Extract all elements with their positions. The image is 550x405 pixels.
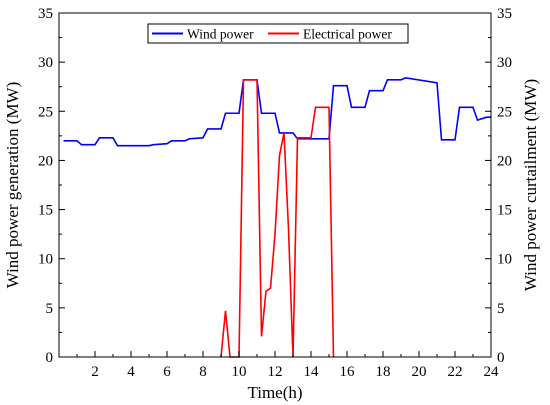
x-tick-label: 16	[340, 364, 356, 380]
x-tick-label: 18	[376, 364, 391, 380]
plot-frame	[58, 12, 492, 358]
x-tick-label: 12	[268, 364, 283, 380]
y-right-tick-label: 10	[497, 252, 512, 268]
y-left-tick-label: 5	[46, 301, 54, 317]
series-line-electrical-power	[220, 79, 335, 358]
x-tick-label: 10	[232, 364, 247, 380]
y-left-tick-label: 30	[38, 55, 53, 71]
y-right-tick-label: 5	[497, 301, 505, 317]
legend-label-electrical-power: Electrical power	[303, 27, 392, 42]
y-axis-right-title: Wind power curtailment (MW)	[521, 79, 540, 291]
y-left-tick-label: 35	[38, 6, 53, 22]
x-tick-label: 4	[127, 364, 135, 380]
y-right-tick-label: 25	[497, 104, 512, 120]
x-tick-label: 8	[199, 364, 207, 380]
y-axis-left-title: Wind power generation (MW)	[3, 82, 22, 289]
series-layer	[63, 77, 491, 358]
y-right-tick-label: 35	[497, 6, 512, 22]
x-tick-label: 20	[412, 364, 427, 380]
y-right-tick-label: 0	[497, 350, 505, 366]
y-left-tick-label: 25	[38, 104, 53, 120]
x-tick-label: 14	[304, 364, 320, 380]
legend-label-wind-power: Wind power	[187, 27, 254, 42]
y-right-tick-label: 20	[497, 153, 512, 169]
y-right-tick-label: 30	[497, 55, 512, 71]
x-tick-label: 22	[448, 364, 463, 380]
x-tick-label: 2	[91, 364, 99, 380]
y-right-tick-label: 15	[497, 203, 512, 219]
y-left-tick-label: 20	[38, 153, 53, 169]
x-axis-title: Time(h)	[247, 383, 302, 402]
y-left-tick-label: 0	[46, 350, 54, 366]
y-left-tick-label: 15	[38, 203, 53, 219]
series-line-wind-power	[63, 77, 491, 147]
x-tick-label: 24	[484, 364, 500, 380]
legend: Wind power Electrical power	[147, 23, 409, 44]
y-left-tick-label: 10	[38, 252, 53, 268]
x-tick-label: 6	[163, 364, 171, 380]
